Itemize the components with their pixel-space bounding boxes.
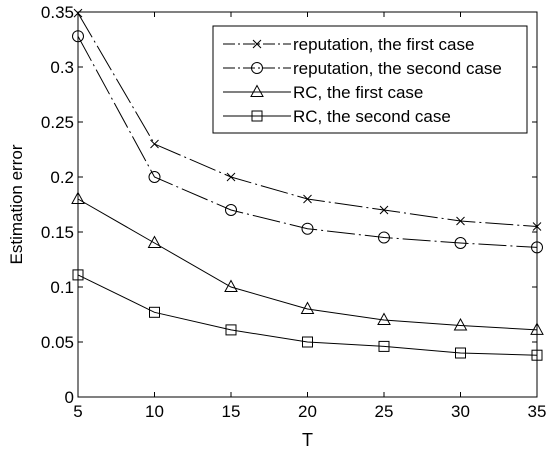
series-1	[73, 8, 542, 231]
legend-label: RC, the second case	[293, 107, 451, 126]
y-tick-label: 0.35	[41, 3, 74, 22]
x-tick-label: 30	[451, 402, 470, 421]
y-tick-label: 0.3	[50, 58, 74, 77]
y-tick-label: 0.1	[50, 278, 74, 297]
x-tick-label: 25	[375, 402, 394, 421]
data-point	[303, 194, 312, 204]
y-axis-label: Estimation error	[7, 144, 26, 264]
x-tick-label: 15	[222, 402, 241, 421]
data-point	[226, 172, 236, 182]
tick-layer: 5 10 15 20 25 30 35 0 0.05 0.1 0.15 0.2 0.25 0.3 0.35	[41, 3, 547, 421]
data-point	[453, 317, 468, 331]
y-tick-label: 0.2	[50, 168, 74, 187]
legend-marker	[251, 110, 263, 122]
series-line	[77, 198, 538, 331]
series-line	[77, 35, 538, 248]
marker-stroke	[379, 205, 389, 215]
x-tick-label: 10	[145, 402, 164, 421]
y-tick-label: 0	[65, 388, 74, 407]
legend-item: RC, the first case	[223, 83, 423, 102]
x-tick-label: 20	[298, 402, 317, 421]
data-point	[455, 347, 466, 359]
marker-stroke	[150, 139, 159, 149]
legend-label: reputation, the first case	[293, 35, 474, 54]
marker-stroke	[303, 194, 312, 204]
data-point	[301, 222, 314, 235]
data-point	[225, 204, 237, 216]
y-tick-label: 0.15	[41, 223, 74, 242]
data-point	[378, 231, 390, 244]
data-point	[456, 216, 465, 226]
legend-marker	[252, 39, 262, 49]
data-point	[378, 340, 390, 352]
legend-item: RC, the second case	[223, 107, 451, 126]
data-point	[149, 306, 160, 318]
data-point	[225, 324, 237, 336]
legend-item: reputation, the first case	[223, 35, 474, 54]
data-point	[454, 237, 467, 249]
legend-item: reputation, the second case	[223, 59, 502, 78]
y-tick-label: 0.25	[41, 113, 74, 132]
data-point	[148, 171, 161, 183]
series-4	[72, 269, 543, 361]
data-point	[379, 205, 389, 215]
legend-marker	[250, 84, 264, 97]
data-point	[377, 312, 391, 325]
data-point	[147, 235, 162, 248]
x-axis-label: T	[302, 430, 313, 450]
marker-stroke	[226, 172, 236, 182]
legend-marker	[251, 62, 263, 74]
legend-label: RC, the first case	[293, 83, 423, 102]
series-3	[71, 191, 544, 335]
legend: reputation, the first case reputation, th…	[212, 25, 528, 134]
marker-stroke	[252, 39, 262, 49]
y-tick-label: 0.05	[41, 333, 74, 352]
marker-stroke	[456, 216, 465, 226]
data-point	[300, 301, 315, 314]
data-point	[150, 139, 159, 149]
series-line	[77, 274, 538, 356]
data-point	[302, 336, 313, 348]
legend-label: reputation, the second case	[293, 59, 502, 78]
x-tick-label: 5	[73, 402, 82, 421]
data-point	[224, 279, 238, 292]
series-layer	[71, 8, 544, 361]
x-tick-label: 35	[528, 402, 547, 421]
